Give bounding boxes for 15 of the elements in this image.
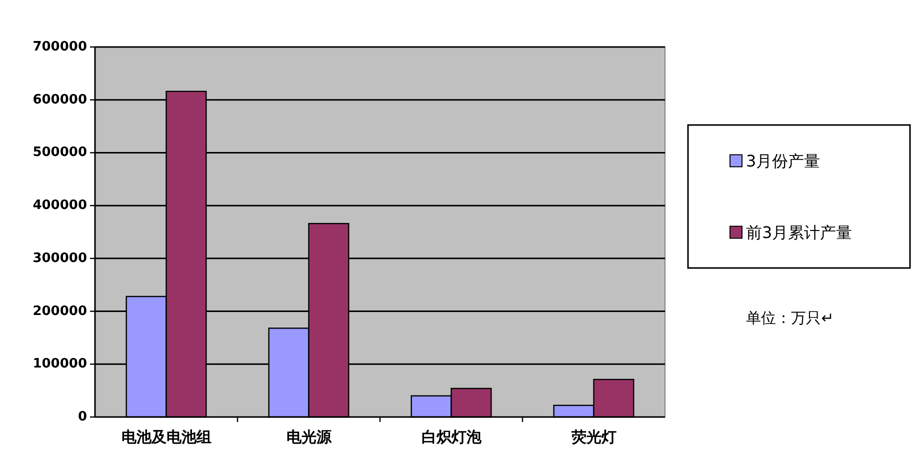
x-tick-label: 电光源	[286, 428, 332, 446]
y-tick-label: 500000	[32, 145, 87, 160]
y-tick-label: 400000	[32, 198, 87, 214]
legend-label: 3月份产量	[746, 151, 820, 170]
x-tick-label: 电池及电池组	[121, 428, 212, 446]
y-tick-label: 200000	[32, 304, 87, 319]
text: 单位：万只↵	[746, 309, 834, 327]
y-tick-label: 0	[78, 410, 87, 424]
x-tick-label: 白炽灯泡	[421, 428, 482, 446]
y-tick-label: 600000	[32, 92, 87, 108]
legend-label: 前3月累计产量	[746, 222, 852, 242]
y-tick-label: 100000	[32, 356, 87, 372]
y-tick-label: 700000	[32, 40, 87, 54]
x-tick-label: 荧光灯	[570, 428, 616, 446]
y-tick-label: 300000	[32, 250, 87, 266]
